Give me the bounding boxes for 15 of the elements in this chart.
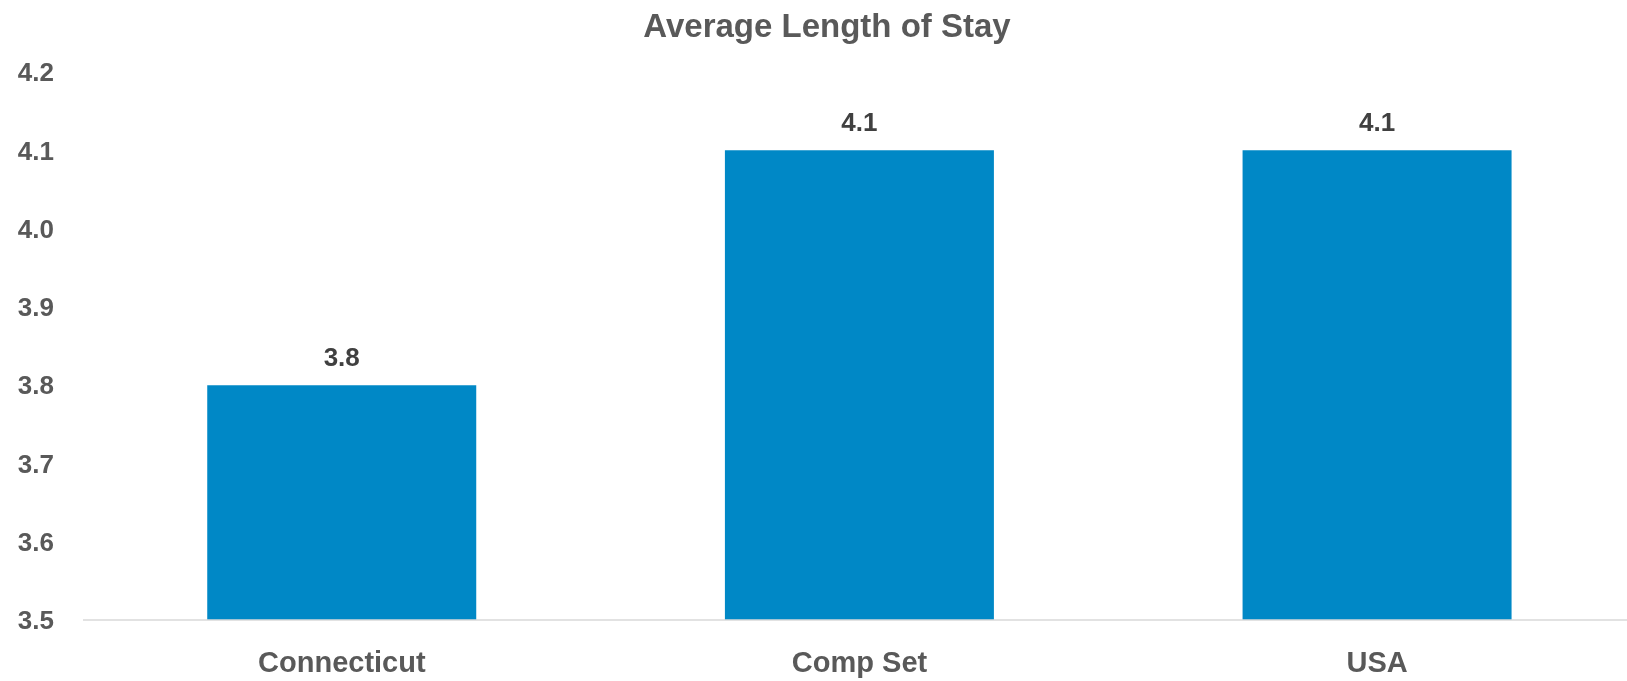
- chart-title: Average Length of Stay: [643, 6, 1011, 46]
- y-tick-label: 3.8: [17, 370, 54, 401]
- data-label: 4.1: [841, 107, 878, 138]
- data-label: 4.1: [1359, 107, 1396, 138]
- y-tick-label: 4.1: [17, 135, 54, 166]
- y-tick-label: 3.5: [17, 605, 54, 636]
- x-tick-label: Connecticut: [258, 645, 426, 678]
- y-tick-label: 4.0: [17, 213, 54, 244]
- x-tick-label: Comp Set: [791, 645, 928, 678]
- y-tick-label: 4.2: [17, 57, 54, 88]
- x-tick-label: USA: [1346, 645, 1408, 678]
- y-tick-label: 3.7: [17, 448, 54, 479]
- y-tick-label: 3.9: [17, 292, 54, 323]
- y-tick-label: 3.6: [17, 526, 54, 557]
- data-label: 3.8: [323, 342, 360, 373]
